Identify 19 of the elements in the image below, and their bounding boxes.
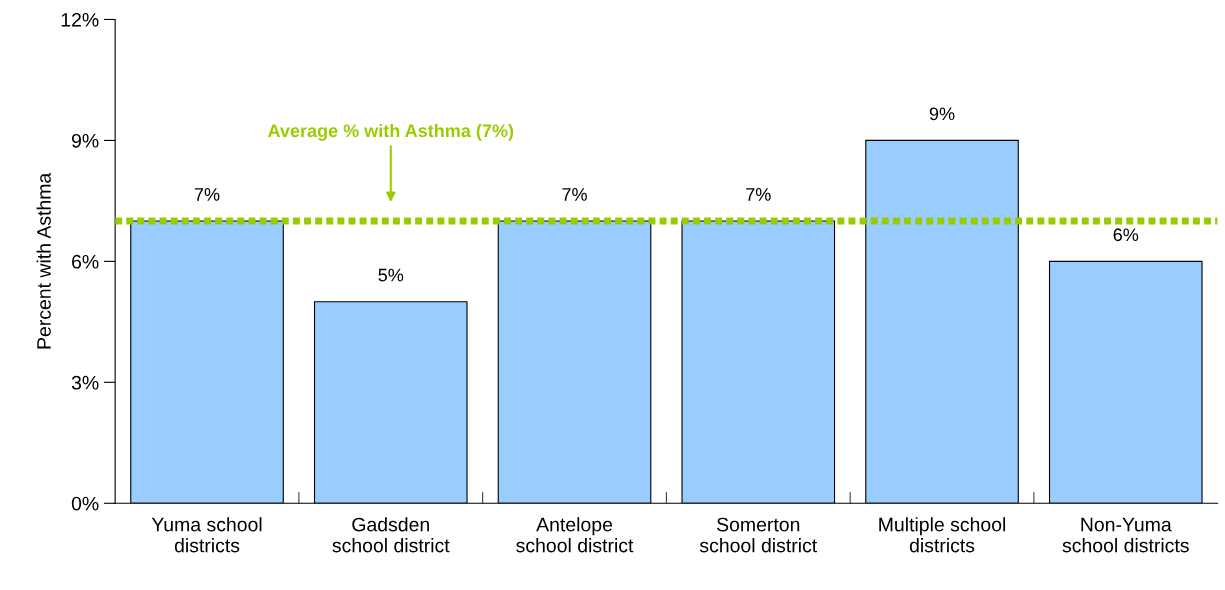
y-tick-label: 9%	[71, 133, 99, 148]
data-label: 7%	[194, 188, 220, 201]
data-label: 7%	[746, 188, 771, 201]
x-tick-label: Yuma school districts	[151, 517, 262, 553]
y-tick-label: 12%	[61, 12, 99, 27]
data-label: 5%	[378, 268, 404, 282]
y-tick-label: 3%	[71, 375, 99, 390]
y-axis-title: Percent with Asthma	[36, 172, 51, 349]
x-tick-label: Gadsden school district	[332, 517, 450, 553]
y-tick-label: 0%	[71, 496, 99, 511]
data-label: 6%	[1113, 228, 1139, 242]
x-tick-label: Non-Yuma school districts	[1062, 517, 1189, 553]
y-tick-label: 6%	[72, 254, 99, 269]
x-tick-label: Somerton school district	[699, 517, 818, 553]
x-tick-label: Antelope school district	[516, 517, 634, 553]
x-tick-label: Multiple school districts	[879, 517, 1006, 553]
data-label: 7%	[562, 188, 587, 201]
ref-line-label: Average % with Asthma (7%)	[267, 123, 514, 141]
data-label: 9%	[929, 107, 955, 121]
